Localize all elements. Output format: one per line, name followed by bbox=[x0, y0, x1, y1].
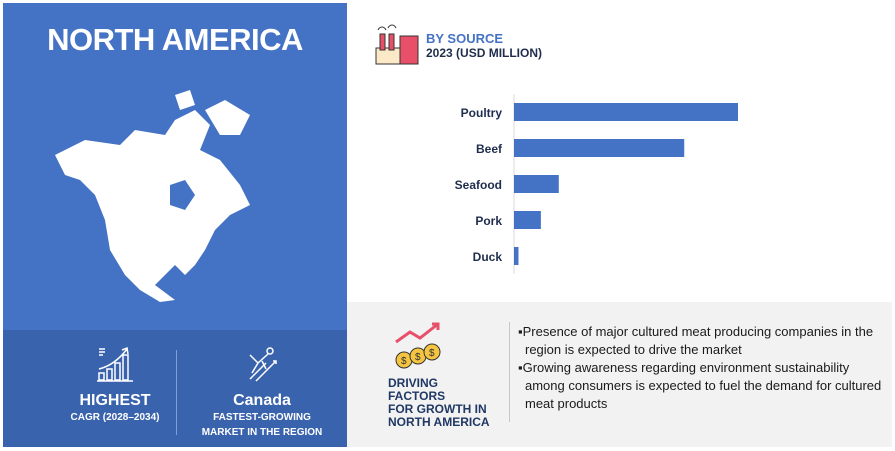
growth-chart-icon bbox=[97, 346, 133, 382]
divider bbox=[509, 322, 510, 422]
category-label: Beef bbox=[476, 142, 503, 156]
driver-point: ▪Growing awareness regarding environment… bbox=[518, 360, 882, 411]
fastest-growing-stat: Canada FASTEST-GROWING MARKET IN THE REG… bbox=[187, 345, 337, 440]
bar-duck bbox=[514, 247, 519, 265]
chart-title: BY SOURCE bbox=[426, 31, 504, 46]
svg-text:$: $ bbox=[401, 356, 407, 367]
north-america-map-icon bbox=[55, 90, 250, 302]
divider bbox=[176, 350, 177, 435]
svg-text:$: $ bbox=[429, 348, 435, 359]
region-stats-panel bbox=[3, 330, 347, 447]
category-label: Pork bbox=[475, 214, 502, 228]
chart-subtitle: 2023 (USD MILLION) bbox=[426, 46, 543, 60]
factory-icon bbox=[375, 24, 419, 65]
bar-poultry bbox=[514, 103, 738, 121]
source-bar-chart: Poultry Beef Seafood Pork Duck bbox=[455, 94, 738, 274]
svg-text:$: $ bbox=[415, 352, 421, 363]
region-title: NORTH AMERICA bbox=[47, 22, 303, 57]
category-label: Duck bbox=[473, 250, 503, 264]
drivers-list: ▪Presence of major cultured meat produci… bbox=[515, 323, 885, 413]
driver-point: ▪Presence of major cultured meat produci… bbox=[518, 324, 874, 357]
category-label: Poultry bbox=[461, 106, 503, 120]
cagr-stat: HIGHEST CAGR (2028–2034) bbox=[40, 345, 190, 425]
category-label: Seafood bbox=[455, 178, 502, 192]
bar-pork bbox=[514, 211, 541, 229]
bar-beef bbox=[514, 139, 685, 157]
money-growth-icon: $ $ $ bbox=[395, 322, 441, 369]
superhero-icon bbox=[249, 347, 277, 382]
drivers-title: DRIVING FACTORS FOR GROWTH IN NORTH AMER… bbox=[388, 376, 490, 429]
bar-seafood bbox=[514, 175, 559, 193]
